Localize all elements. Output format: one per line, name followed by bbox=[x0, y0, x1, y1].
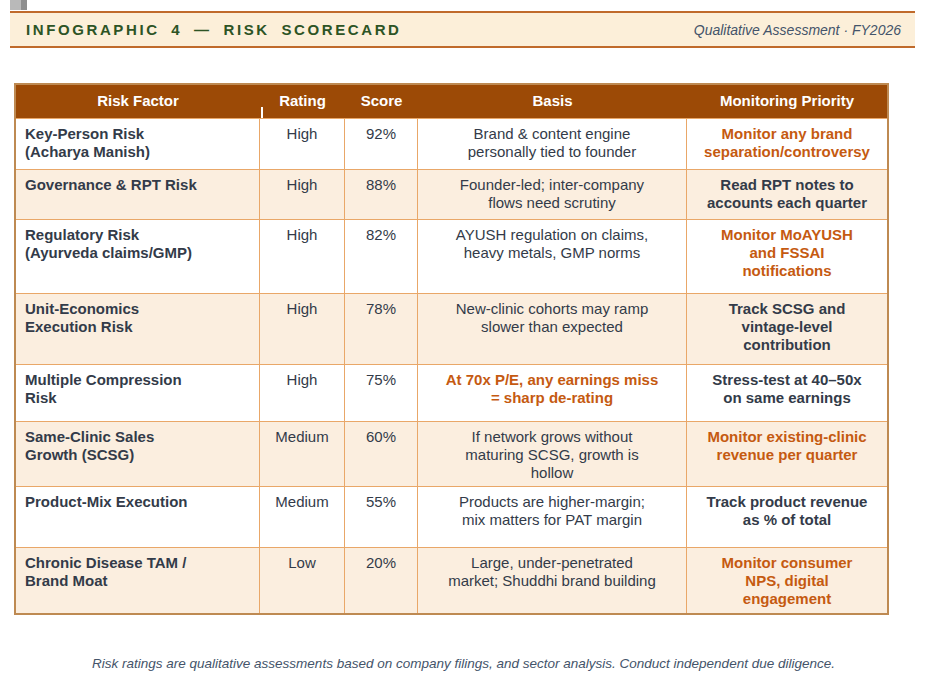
priority-cell: Monitor MoAYUSH and FSSAI notifications bbox=[687, 220, 887, 293]
risk-scorecard-table: Risk Factor Rating Score Basis Monitorin… bbox=[14, 83, 889, 615]
rating-cell: High bbox=[260, 170, 345, 219]
risk-factor-cell: Unit-Economics Execution Risk bbox=[16, 294, 260, 364]
risk-factor-cell: Multiple Compression Risk bbox=[16, 365, 260, 421]
priority-cell: Track SCSG and vintage-level contributio… bbox=[687, 294, 887, 364]
cursor-artifact bbox=[261, 107, 263, 118]
rating-cell: High bbox=[260, 294, 345, 364]
table-row: Same-Clinic Sales Growth (SCSG) Medium 6… bbox=[16, 422, 887, 487]
column-header-score: Score bbox=[345, 85, 418, 118]
page-title: INFOGRAPHIC 4 — RISK SCORECARD bbox=[26, 21, 402, 38]
rating-cell: High bbox=[260, 220, 345, 293]
priority-cell: Monitor any brand separation/controversy bbox=[687, 119, 887, 169]
risk-factor-cell: Chronic Disease TAM / Brand Moat bbox=[16, 548, 260, 613]
scrollbar-artifact bbox=[10, 0, 27, 10]
risk-factor-cell: Key-Person Risk (Acharya Manish) bbox=[16, 119, 260, 169]
priority-cell: Stress-test at 40–50x on same earnings bbox=[687, 365, 887, 421]
rating-cell: Low bbox=[260, 548, 345, 613]
risk-factor-cell: Governance & RPT Risk bbox=[16, 170, 260, 219]
column-header-basis: Basis bbox=[418, 85, 687, 118]
priority-cell: Read RPT notes to accounts each quarter bbox=[687, 170, 887, 219]
basis-cell: Founder-led; inter-company flows need sc… bbox=[418, 170, 687, 219]
score-cell: 55% bbox=[345, 487, 418, 547]
column-header-monitoring-priority: Monitoring Priority bbox=[687, 85, 887, 118]
risk-factor-cell: Same-Clinic Sales Growth (SCSG) bbox=[16, 422, 260, 486]
table-header-row: Risk Factor Rating Score Basis Monitorin… bbox=[16, 85, 887, 119]
basis-cell: Products are higher-margin; mix matters … bbox=[418, 487, 687, 547]
score-cell: 78% bbox=[345, 294, 418, 364]
table-row: Regulatory Risk (Ayurveda claims/GMP) Hi… bbox=[16, 220, 887, 294]
score-cell: 75% bbox=[345, 365, 418, 421]
table-row: Governance & RPT Risk High 88% Founder-l… bbox=[16, 170, 887, 220]
risk-factor-cell: Regulatory Risk (Ayurveda claims/GMP) bbox=[16, 220, 260, 293]
column-header-risk-factor: Risk Factor bbox=[16, 85, 260, 118]
score-cell: 82% bbox=[345, 220, 418, 293]
rating-cell: Medium bbox=[260, 422, 345, 486]
risk-factor-cell: Product-Mix Execution bbox=[16, 487, 260, 547]
disclaimer-text: Risk ratings are qualitative assessments… bbox=[0, 656, 927, 671]
priority-cell: Track product revenue as % of total bbox=[687, 487, 887, 547]
table-row: Product-Mix Execution Medium 55% Product… bbox=[16, 487, 887, 548]
score-cell: 88% bbox=[345, 170, 418, 219]
rating-cell: High bbox=[260, 119, 345, 169]
page-subtitle: Qualitative Assessment · FY2026 bbox=[694, 22, 901, 38]
column-header-rating: Rating bbox=[260, 85, 345, 118]
basis-cell: AYUSH regulation on claims, heavy metals… bbox=[418, 220, 687, 293]
basis-cell: Large, under-penetrated market; Shuddhi … bbox=[418, 548, 687, 613]
rating-cell: Medium bbox=[260, 487, 345, 547]
rating-cell: High bbox=[260, 365, 345, 421]
basis-cell: Brand & content engine personally tied t… bbox=[418, 119, 687, 169]
header-banner: INFOGRAPHIC 4 — RISK SCORECARD Qualitati… bbox=[10, 11, 915, 48]
score-cell: 92% bbox=[345, 119, 418, 169]
priority-cell: Monitor consumer NPS, digital engagement bbox=[687, 548, 887, 613]
table-row: Multiple Compression Risk High 75% At 70… bbox=[16, 365, 887, 422]
score-cell: 60% bbox=[345, 422, 418, 486]
priority-cell: Monitor existing-clinic revenue per quar… bbox=[687, 422, 887, 486]
score-cell: 20% bbox=[345, 548, 418, 613]
basis-cell: At 70x P/E, any earnings miss = sharp de… bbox=[418, 365, 687, 421]
basis-cell: If network grows without maturing SCSG, … bbox=[418, 422, 687, 486]
table-row: Key-Person Risk (Acharya Manish) High 92… bbox=[16, 119, 887, 170]
table-row: Unit-Economics Execution Risk High 78% N… bbox=[16, 294, 887, 365]
basis-cell: New-clinic cohorts may ramp slower than … bbox=[418, 294, 687, 364]
table-row: Chronic Disease TAM / Brand Moat Low 20%… bbox=[16, 548, 887, 613]
table-body: Key-Person Risk (Acharya Manish) High 92… bbox=[16, 119, 887, 613]
